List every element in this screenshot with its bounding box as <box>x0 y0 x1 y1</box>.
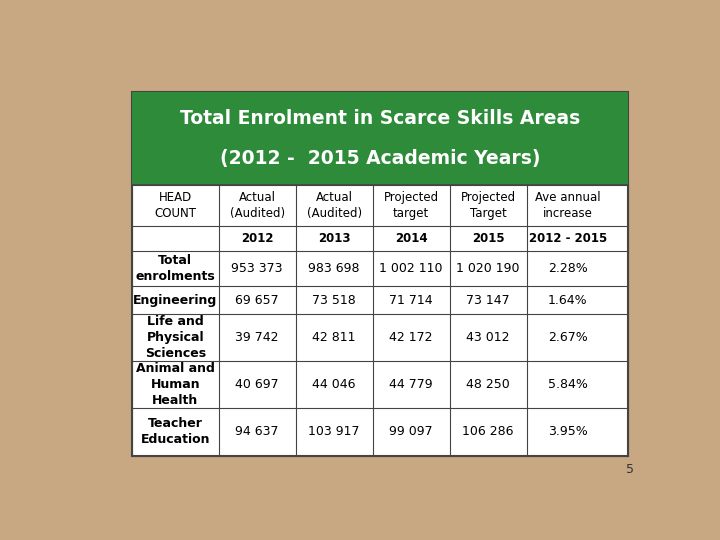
Text: 39 742: 39 742 <box>235 331 279 344</box>
Text: 1 002 110: 1 002 110 <box>379 262 443 275</box>
Text: 2012 - 2015: 2012 - 2015 <box>528 232 607 245</box>
Text: 5.84%: 5.84% <box>548 378 588 391</box>
Text: 44 046: 44 046 <box>312 378 356 391</box>
Text: 2013: 2013 <box>318 232 351 245</box>
Text: 73 147: 73 147 <box>467 294 510 307</box>
FancyBboxPatch shape <box>132 92 629 456</box>
Text: Total
enrolments: Total enrolments <box>135 254 215 283</box>
Text: 103 917: 103 917 <box>308 426 360 438</box>
Text: 5: 5 <box>626 463 634 476</box>
Text: HEAD
COUNT: HEAD COUNT <box>154 191 197 220</box>
Text: 69 657: 69 657 <box>235 294 279 307</box>
Text: 3.95%: 3.95% <box>548 426 588 438</box>
Text: 42 172: 42 172 <box>390 331 433 344</box>
Text: 983 698: 983 698 <box>308 262 360 275</box>
Text: 1 020 190: 1 020 190 <box>456 262 520 275</box>
Text: 73 518: 73 518 <box>312 294 356 307</box>
Text: 42 811: 42 811 <box>312 331 356 344</box>
Text: Engineering: Engineering <box>133 294 217 307</box>
Text: 2.28%: 2.28% <box>548 262 588 275</box>
Text: Life and
Physical
Sciences: Life and Physical Sciences <box>145 315 206 360</box>
Text: 99 097: 99 097 <box>390 426 433 438</box>
Text: Actual
(Audited): Actual (Audited) <box>307 191 361 220</box>
Text: Actual
(Audited): Actual (Audited) <box>230 191 285 220</box>
Text: 44 779: 44 779 <box>390 378 433 391</box>
Text: Projected
Target: Projected Target <box>461 191 516 220</box>
Text: 106 286: 106 286 <box>462 426 514 438</box>
Text: 43 012: 43 012 <box>467 331 510 344</box>
Text: 2015: 2015 <box>472 232 505 245</box>
Text: Projected
target: Projected target <box>384 191 438 220</box>
Text: 71 714: 71 714 <box>390 294 433 307</box>
Text: Teacher
Education: Teacher Education <box>140 417 210 447</box>
FancyBboxPatch shape <box>132 92 629 185</box>
Text: 48 250: 48 250 <box>467 378 510 391</box>
Text: 2012: 2012 <box>241 232 274 245</box>
Text: Ave annual
increase: Ave annual increase <box>535 191 600 220</box>
Text: 953 373: 953 373 <box>232 262 283 275</box>
Text: 40 697: 40 697 <box>235 378 279 391</box>
Text: 2.67%: 2.67% <box>548 331 588 344</box>
Text: 94 637: 94 637 <box>235 426 279 438</box>
Text: Animal and
Human
Health: Animal and Human Health <box>136 362 215 407</box>
Text: 1.64%: 1.64% <box>548 294 588 307</box>
Text: (2012 -  2015 Academic Years): (2012 - 2015 Academic Years) <box>220 148 541 168</box>
Text: 2014: 2014 <box>395 232 428 245</box>
Text: Total Enrolment in Scarce Skills Areas: Total Enrolment in Scarce Skills Areas <box>180 109 580 128</box>
